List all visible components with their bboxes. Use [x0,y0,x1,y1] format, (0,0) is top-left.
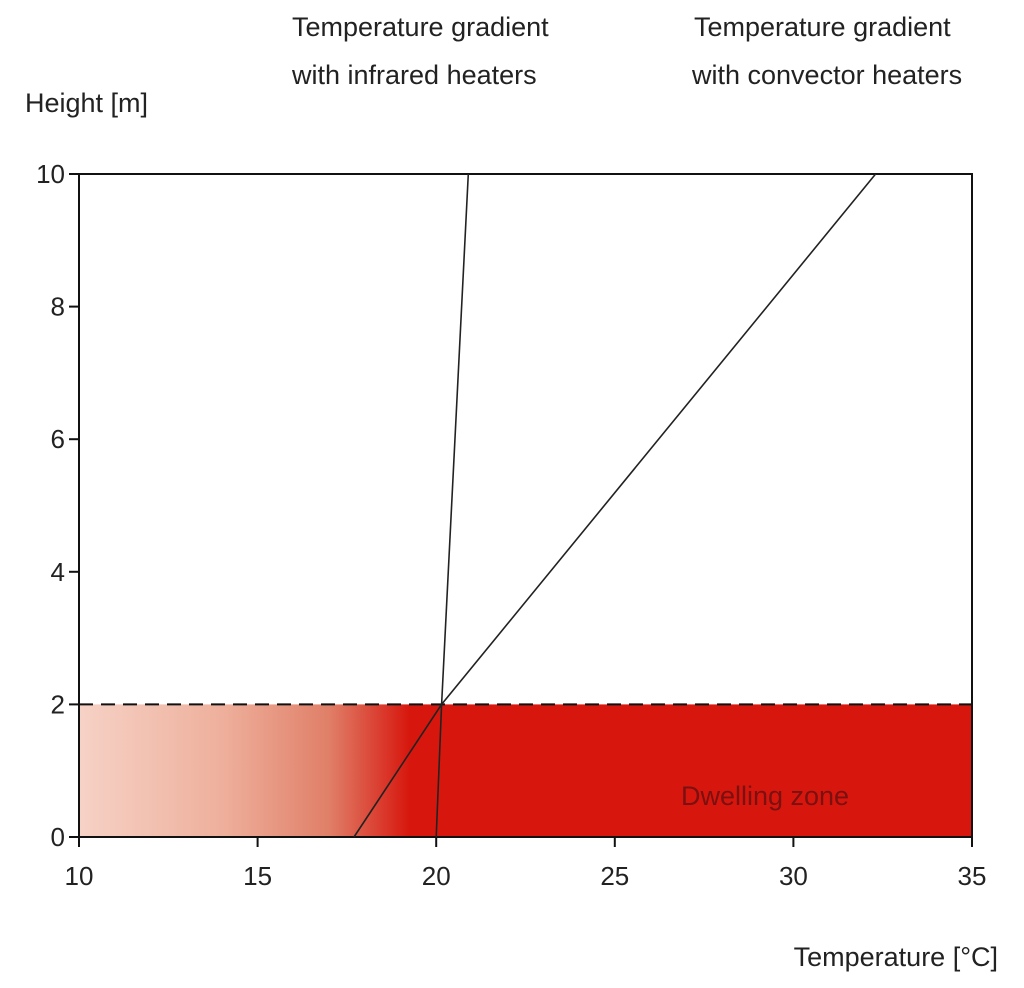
annotation-infrared-line-1: Temperature gradient [292,12,549,42]
x-axis-label: Temperature [°C] [794,942,998,972]
y-tick-label: 0 [51,822,65,852]
x-tick-label: 15 [243,861,272,891]
annotation-convector-line-1: Temperature gradient [694,12,951,42]
y-tick-label: 8 [51,292,65,322]
annotation-infrared-line-2: with infrared heaters [291,60,537,90]
series-line-1 [353,173,877,838]
dwelling-zone-band [79,704,972,837]
plot-frame [78,173,973,838]
axis-ticks: 10 15 20 25 30 35 0 2 4 6 8 10 [36,159,986,891]
dwelling-zone-label: Dwelling zone [681,781,849,811]
x-tick-label: 25 [600,861,629,891]
y-tick-label: 4 [51,557,65,587]
series-layer [353,173,877,838]
y-tick-label: 10 [36,159,65,189]
y-axis-label: Height [m] [25,88,148,118]
x-tick-label: 35 [958,861,987,891]
annotation-convector-line-2: with convector heaters [691,60,962,90]
y-tick-label: 2 [51,689,65,719]
y-tick-label: 6 [51,424,65,454]
x-tick-label: 30 [779,861,808,891]
x-tick-label: 10 [65,861,94,891]
x-tick-label: 20 [422,861,451,891]
